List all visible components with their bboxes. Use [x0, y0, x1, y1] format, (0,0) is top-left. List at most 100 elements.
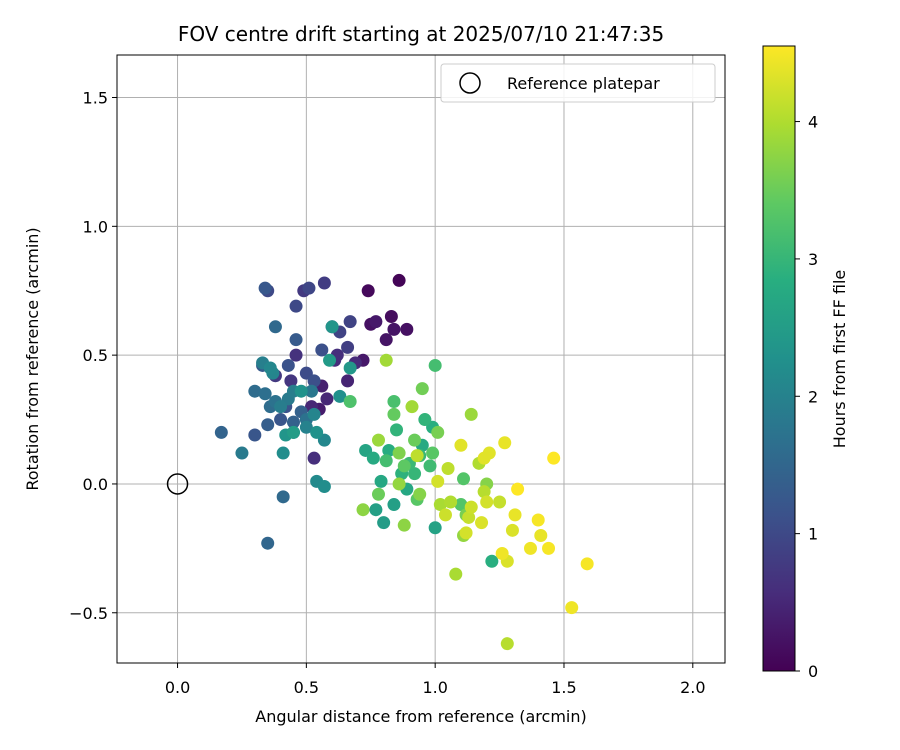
data-point [542, 541, 556, 555]
data-point [286, 415, 300, 429]
data-point [377, 516, 391, 530]
chart-title: FOV centre drift starting at 2025/07/10 … [178, 22, 664, 46]
data-point [307, 451, 321, 465]
data-point [390, 423, 404, 437]
data-point [371, 433, 385, 447]
data-point [464, 407, 478, 421]
data-point [500, 637, 514, 651]
x-tick-label: 1.5 [551, 678, 576, 697]
plot-area [117, 55, 725, 663]
plot-frame [116, 54, 726, 664]
data-point [307, 374, 321, 388]
data-point [531, 513, 545, 527]
data-point [276, 490, 290, 504]
data-point [315, 343, 329, 357]
data-point [431, 474, 445, 488]
data-point [384, 309, 398, 323]
data-point [392, 477, 406, 491]
data-point [462, 510, 476, 524]
x-axis-label: Angular distance from reference (arcmin) [255, 707, 586, 726]
data-point [387, 395, 401, 409]
colorbar-ticks: 0 1 2 3 4 [795, 113, 818, 681]
data-point [480, 495, 494, 509]
data-point [431, 425, 445, 439]
data-point [464, 500, 478, 514]
data-point [454, 498, 468, 512]
data-point [379, 353, 393, 367]
x-axis-ticks: 0.0 0.5 1.0 1.5 2.0 [165, 663, 706, 697]
data-point [418, 413, 432, 427]
colorbar-label: Hours from first FF file [830, 270, 849, 449]
data-point [534, 528, 548, 542]
data-point [495, 547, 509, 561]
data-point [294, 384, 308, 398]
data-point [261, 536, 275, 550]
data-point [477, 485, 491, 499]
data-point [441, 461, 455, 475]
data-point [392, 273, 406, 287]
data-point [320, 392, 334, 406]
y-tick-label: 1.0 [83, 217, 108, 236]
data-point [289, 333, 303, 347]
data-point [457, 472, 471, 486]
data-point [284, 374, 298, 388]
data-point [286, 425, 300, 439]
data-point [379, 454, 393, 468]
data-point [214, 425, 228, 439]
data-point [382, 443, 396, 457]
data-point [485, 554, 499, 568]
data-point [289, 299, 303, 313]
y-tick-label: −0.5 [69, 604, 108, 623]
data-point [371, 487, 385, 501]
data-point [387, 322, 401, 336]
legend-label: Reference platepar [507, 74, 660, 93]
colorbar-tick-label: 2 [808, 387, 818, 406]
colorbar-tick-label: 1 [808, 525, 818, 544]
y-axis-ticks: −0.5 0.0 0.5 1.0 1.5 [69, 89, 117, 623]
data-point [505, 523, 519, 537]
data-point [261, 418, 275, 432]
data-point [276, 446, 290, 460]
y-tick-label: 0.5 [83, 346, 108, 365]
data-point [438, 508, 452, 522]
legend-box [440, 63, 716, 103]
data-point [307, 407, 321, 421]
data-point [299, 420, 313, 434]
data-point [343, 395, 357, 409]
data-point [343, 315, 357, 329]
data-point [428, 358, 442, 372]
data-point [426, 446, 440, 460]
data-point [361, 284, 375, 298]
reference-platepar-marker [166, 473, 189, 495]
data-point [274, 400, 288, 414]
data-point [374, 474, 388, 488]
colorbar-tick-label: 0 [808, 662, 818, 681]
data-point [397, 459, 411, 473]
x-tick-label: 2.0 [680, 678, 705, 697]
legend-open-circle-icon [459, 72, 481, 94]
data-points [214, 273, 594, 651]
data-point [423, 459, 437, 473]
data-point [341, 340, 355, 354]
data-point [268, 320, 282, 334]
data-point [511, 482, 525, 496]
colorbar: 0 1 2 3 4 Hours from first FF file [762, 45, 849, 681]
data-point [410, 449, 424, 463]
data-point [449, 567, 463, 581]
data-point [459, 526, 473, 540]
data-point [258, 387, 272, 401]
data-point [343, 361, 357, 375]
data-point [302, 281, 316, 295]
colorbar-gradient [762, 45, 796, 672]
data-point [323, 353, 337, 367]
data-point [387, 407, 401, 421]
data-point [547, 451, 561, 465]
data-point [508, 508, 522, 522]
data-point [415, 382, 429, 396]
data-point [387, 498, 401, 512]
data-point [400, 322, 414, 336]
data-point [475, 516, 489, 530]
data-point [413, 487, 427, 501]
data-point [369, 315, 383, 329]
